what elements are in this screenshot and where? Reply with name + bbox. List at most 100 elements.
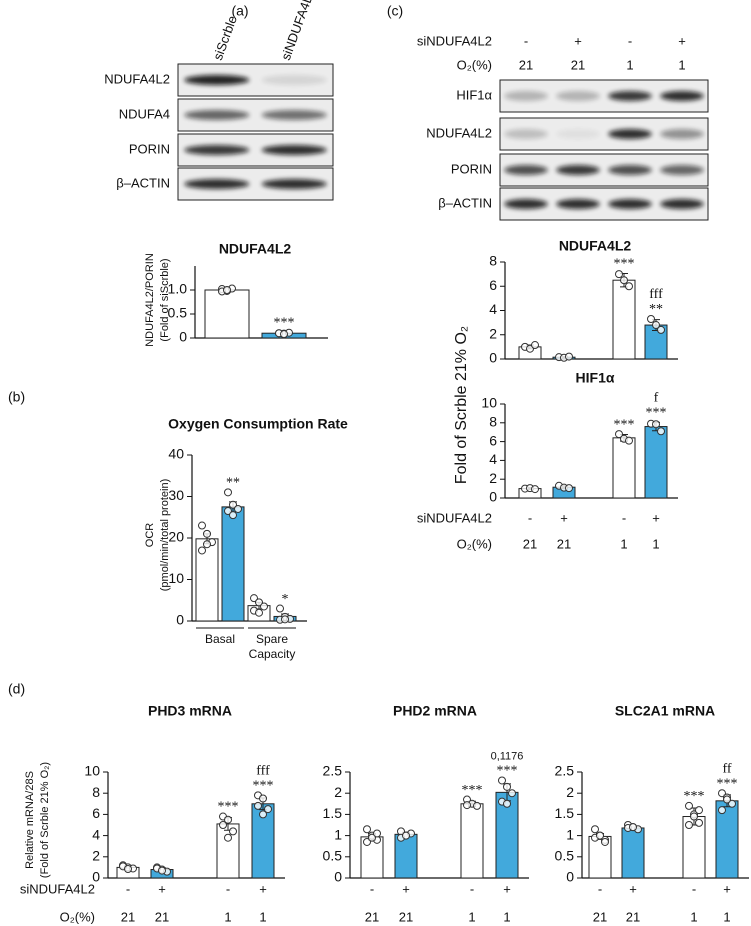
condition-value: 1 [678, 57, 685, 72]
blot-band [184, 110, 250, 120]
annotation: *** [717, 776, 738, 791]
data-point [657, 427, 665, 436]
blot-row-label: HIF1α [456, 87, 492, 102]
data-point [625, 436, 633, 445]
y-tick-label: 0 [176, 612, 184, 628]
y-tick-label: 0 [334, 869, 342, 885]
annotation: fff [649, 287, 663, 302]
y-tick-label: 8 [489, 414, 497, 430]
blot-row-label: PORIN [451, 161, 492, 176]
condition-value: + [723, 881, 731, 896]
annotation: fff [256, 764, 270, 779]
condition-label: siNDUFA4L2 [417, 510, 492, 525]
condition-value: - [470, 881, 474, 896]
condition-value: + [402, 881, 410, 896]
annotation: * [282, 592, 289, 607]
data-point [198, 546, 206, 555]
data-point [657, 325, 665, 334]
data-point [250, 594, 258, 603]
data-point [198, 521, 206, 530]
y-tick-label: 6 [489, 432, 497, 448]
data-point [363, 837, 371, 846]
data-point [625, 282, 633, 291]
condition-value: 21 [523, 536, 537, 551]
y-tick-label: 0 [489, 350, 497, 366]
data-point [498, 776, 506, 785]
y-tick-label: 0 [489, 489, 497, 505]
data-point [124, 864, 132, 873]
data-point [229, 500, 237, 509]
data-point [685, 821, 693, 829]
data-point [255, 598, 263, 607]
blot-row-label: NDUFA4 [119, 106, 170, 121]
condition-value: 21 [121, 909, 135, 924]
data-point [402, 831, 410, 840]
data-point [363, 825, 371, 834]
y-tick-label: 6 [489, 277, 497, 293]
condition-value: 21 [571, 57, 585, 72]
condition-value: - [622, 510, 626, 525]
bar [612, 437, 636, 499]
annotation: ff [722, 761, 731, 776]
annotation: *** [218, 800, 239, 815]
data-point [259, 810, 267, 819]
data-point [368, 833, 376, 842]
blot-band [556, 129, 600, 139]
y-axis-label: NDUFA4L2/PORIN [144, 253, 156, 347]
x-tick-label: Basal [205, 632, 235, 646]
y-tick-label: 2 [489, 325, 497, 341]
y-tick-label: 10 [168, 570, 184, 586]
data-point [615, 270, 623, 279]
y-axis-label: (pmol/min/total protein) [159, 479, 171, 592]
data-point [373, 829, 381, 838]
blot-row-label: β–ACTIN [438, 195, 492, 210]
lane-label: siNDUFA4L2 [278, 0, 318, 62]
annotation: *** [497, 764, 518, 779]
blot-band [184, 75, 250, 85]
data-point [203, 540, 211, 549]
y-axis-label: (Fold of siScrble) [159, 258, 171, 341]
panel-label: (b) [8, 389, 25, 405]
data-point [264, 805, 272, 814]
annotation: f [654, 391, 659, 406]
x-tick-label: Spare Capacity [249, 632, 296, 661]
blot-band [556, 199, 600, 209]
data-point [158, 866, 166, 875]
blot-row-label: NDUFA4L2 [104, 71, 170, 86]
blot-band [660, 165, 704, 175]
blot-band [504, 199, 548, 209]
data-point [473, 801, 481, 810]
y-tick-label: 10 [481, 395, 497, 411]
data-point [224, 488, 232, 497]
condition-value: - [628, 33, 632, 48]
y-tick-label: 2 [334, 784, 342, 800]
data-point [229, 511, 237, 520]
condition-value: - [226, 881, 230, 896]
panel-label: (a) [231, 3, 248, 19]
condition-value: - [598, 881, 602, 896]
data-point [591, 825, 599, 834]
data-point [281, 615, 289, 624]
y-tick-label: 8 [92, 784, 100, 800]
data-point [255, 608, 263, 617]
y-tick-label: 40 [168, 446, 184, 462]
data-point [254, 801, 262, 810]
y-tick-label: 1.0 [168, 281, 188, 297]
blot-row-label: PORIN [129, 141, 170, 156]
data-point [652, 321, 660, 330]
condition-value: 1 [723, 909, 730, 924]
data-point [223, 286, 231, 294]
condition-value: 21 [519, 57, 533, 72]
y-axis-label: Fold of Scrble 21% O₂ [453, 326, 470, 484]
blot-band [608, 165, 652, 175]
condition-value: 21 [557, 536, 571, 551]
annotation: *** [274, 315, 295, 330]
condition-value: 1 [259, 909, 266, 924]
blot-band [556, 165, 600, 175]
y-tick-label: 4 [489, 451, 497, 467]
data-point [596, 831, 604, 840]
y-tick-label: 2.5 [555, 763, 575, 779]
y-tick-label: 30 [168, 487, 184, 503]
condition-value: + [629, 881, 637, 896]
annotation: *** [684, 789, 705, 804]
